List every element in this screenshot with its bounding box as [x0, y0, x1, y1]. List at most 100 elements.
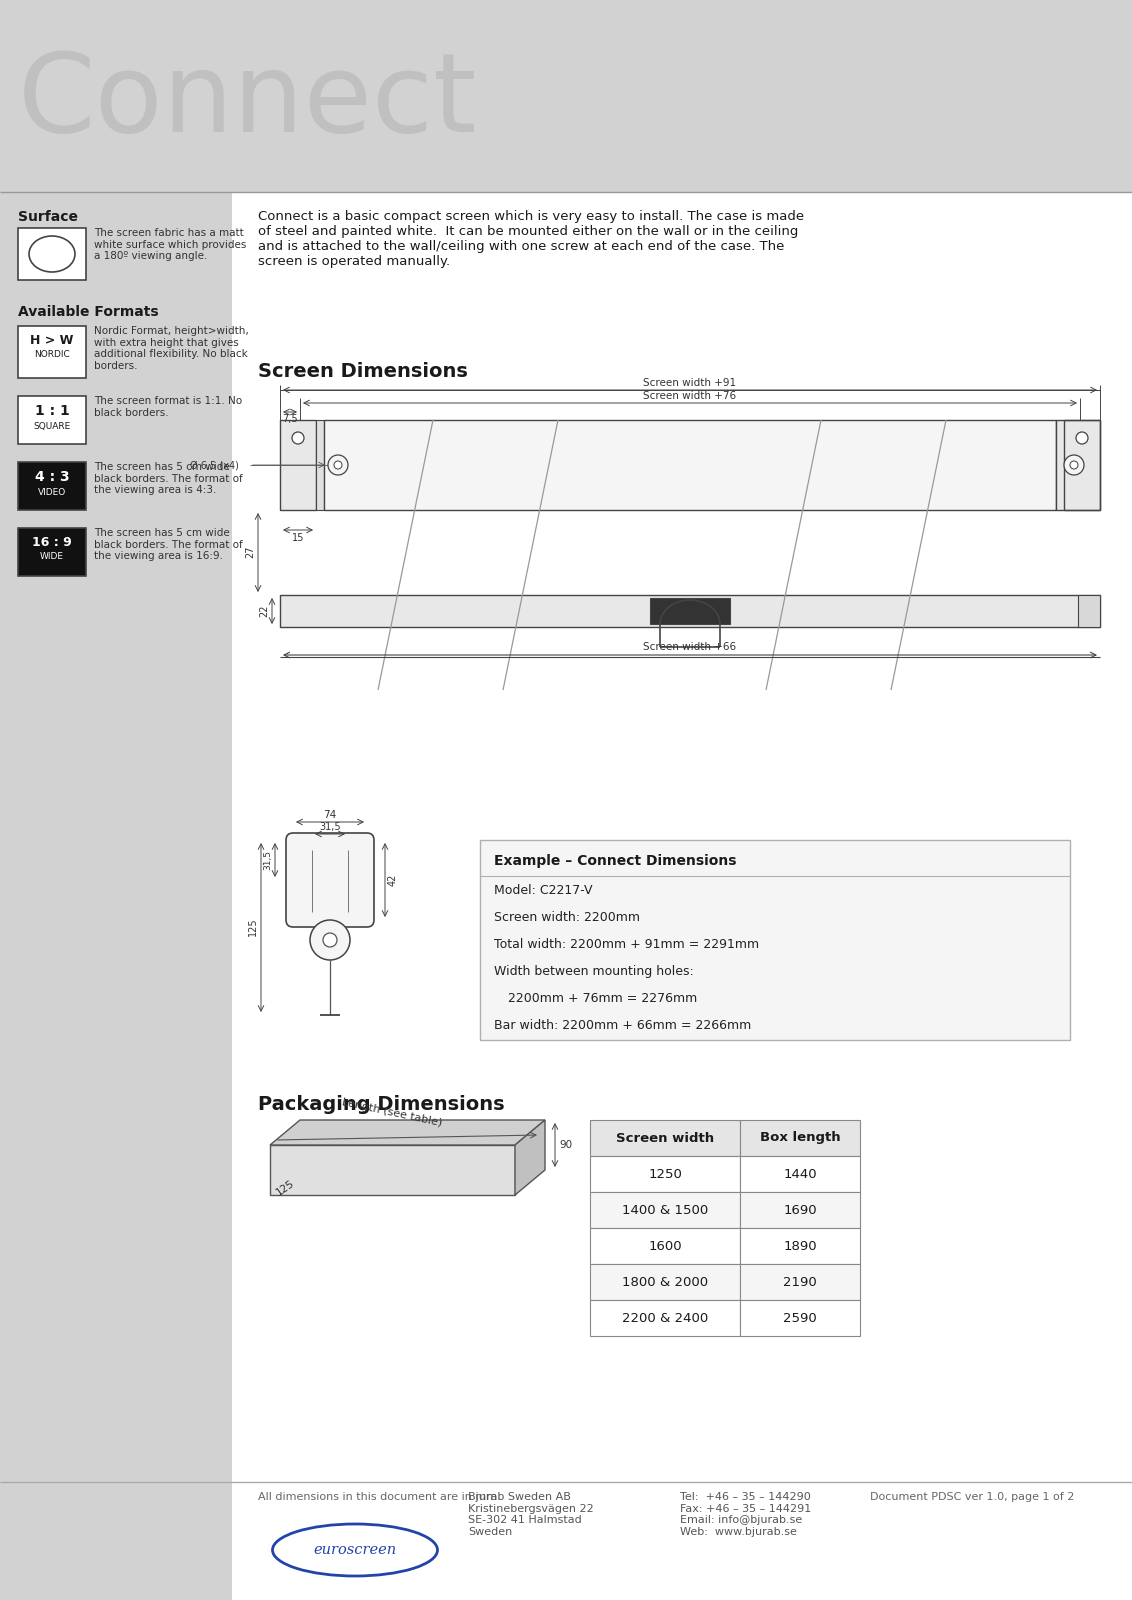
- Text: 2200mm + 76mm = 2276mm: 2200mm + 76mm = 2276mm: [508, 992, 697, 1005]
- Text: Available Formats: Available Formats: [18, 306, 158, 318]
- Bar: [18, 227, 86, 280]
- Text: Length (see table): Length (see table): [341, 1098, 443, 1128]
- Bar: [740, 1120, 860, 1155]
- Text: VIDEO: VIDEO: [37, 488, 66, 498]
- Bar: [18, 528, 86, 576]
- Circle shape: [292, 432, 305, 443]
- Text: Model: C2217-V: Model: C2217-V: [494, 883, 592, 898]
- Text: Screen width: 2200mm: Screen width: 2200mm: [494, 910, 640, 925]
- Bar: [1056, 419, 1100, 510]
- Text: 90: 90: [559, 1139, 572, 1150]
- Circle shape: [1070, 461, 1078, 469]
- Bar: [18, 326, 86, 378]
- Text: 1890: 1890: [783, 1240, 817, 1253]
- Text: SQUARE: SQUARE: [33, 422, 70, 430]
- Bar: [280, 419, 316, 510]
- Bar: [324, 419, 1056, 510]
- Bar: [0, 0, 1132, 192]
- Text: 27: 27: [245, 546, 255, 558]
- Text: Screen width +91: Screen width +91: [643, 378, 737, 387]
- Text: Nordic Format, height>width,
with extra height that gives
additional flexibility: Nordic Format, height>width, with extra …: [94, 326, 249, 371]
- Text: Screen width: Screen width: [616, 1131, 714, 1144]
- Text: NORDIC: NORDIC: [34, 350, 70, 358]
- Text: 7,5: 7,5: [282, 414, 298, 424]
- Bar: [740, 1155, 860, 1192]
- Text: Total width: 2200mm + 91mm = 2291mm: Total width: 2200mm + 91mm = 2291mm: [494, 938, 760, 950]
- Text: Packaging Dimensions: Packaging Dimensions: [258, 1094, 505, 1114]
- Bar: [740, 1229, 860, 1264]
- Circle shape: [328, 454, 348, 475]
- Bar: [590, 1299, 740, 1336]
- Circle shape: [1077, 432, 1088, 443]
- Text: The screen fabric has a matt
white surface which provides
a 180º viewing angle.: The screen fabric has a matt white surfa…: [94, 227, 247, 261]
- Text: 1800 & 2000: 1800 & 2000: [621, 1275, 708, 1288]
- Text: WIDE: WIDE: [40, 552, 65, 562]
- Bar: [480, 840, 1070, 1040]
- Circle shape: [1064, 454, 1084, 475]
- Bar: [1078, 595, 1100, 627]
- Text: H > W: H > W: [31, 334, 74, 347]
- Text: 31,5: 31,5: [319, 822, 341, 832]
- Circle shape: [334, 461, 342, 469]
- Text: 1250: 1250: [648, 1168, 681, 1181]
- Bar: [590, 1229, 740, 1264]
- Text: Tel:  +46 – 35 – 144290
Fax: +46 – 35 – 144291
Email: info@bjurab.se
Web:  www.b: Tel: +46 – 35 – 144290 Fax: +46 – 35 – 1…: [680, 1491, 812, 1536]
- Text: 2590: 2590: [783, 1312, 817, 1325]
- FancyBboxPatch shape: [286, 834, 374, 926]
- Bar: [18, 462, 86, 510]
- Text: 42: 42: [388, 874, 398, 886]
- Text: euroscreen: euroscreen: [314, 1542, 396, 1557]
- Circle shape: [310, 920, 350, 960]
- Text: 1600: 1600: [649, 1240, 681, 1253]
- Text: 15: 15: [292, 533, 305, 542]
- Bar: [316, 419, 324, 510]
- Text: Connect is a basic compact screen which is very easy to install. The case is mad: Connect is a basic compact screen which …: [258, 210, 804, 267]
- Bar: [740, 1192, 860, 1229]
- Text: 1 : 1: 1 : 1: [35, 403, 69, 418]
- Text: 2190: 2190: [783, 1275, 817, 1288]
- Text: Bjurab Sweden AB
Kristinebergsvägen 22
SE-302 41 Halmstad
Sweden: Bjurab Sweden AB Kristinebergsvägen 22 S…: [468, 1491, 594, 1536]
- Polygon shape: [515, 1120, 544, 1195]
- Text: 1400 & 1500: 1400 & 1500: [621, 1203, 709, 1216]
- Text: 4 : 3: 4 : 3: [35, 470, 69, 483]
- Text: 31,5: 31,5: [263, 850, 272, 870]
- Text: 125: 125: [274, 1178, 295, 1197]
- Bar: [280, 595, 1100, 627]
- Text: The screen has 5 cm wide
black borders. The format of
the viewing area is 4:3.: The screen has 5 cm wide black borders. …: [94, 462, 242, 496]
- Bar: [1064, 419, 1100, 510]
- Bar: [650, 598, 730, 624]
- Bar: [0, 0, 232, 1600]
- Polygon shape: [271, 1146, 515, 1195]
- Text: All dimensions in this document are in mm: All dimensions in this document are in m…: [258, 1491, 497, 1502]
- Text: 1440: 1440: [783, 1168, 817, 1181]
- Text: 1690: 1690: [783, 1203, 817, 1216]
- Text: Screen width +66: Screen width +66: [643, 642, 737, 653]
- Text: The screen has 5 cm wide
black borders. The format of
the viewing area is 16:9.: The screen has 5 cm wide black borders. …: [94, 528, 242, 562]
- Text: The screen format is 1:1. No
black borders.: The screen format is 1:1. No black borde…: [94, 395, 242, 418]
- Text: 16 : 9: 16 : 9: [32, 536, 71, 549]
- Text: Bar width: 2200mm + 66mm = 2266mm: Bar width: 2200mm + 66mm = 2266mm: [494, 1019, 752, 1032]
- Polygon shape: [271, 1120, 544, 1146]
- Bar: [590, 1155, 740, 1192]
- Text: Box length: Box length: [760, 1131, 840, 1144]
- Text: 2200 & 2400: 2200 & 2400: [621, 1312, 709, 1325]
- Text: Screen Dimensions: Screen Dimensions: [258, 362, 468, 381]
- Bar: [590, 1120, 740, 1155]
- Bar: [590, 1264, 740, 1299]
- Text: Example – Connect Dimensions: Example – Connect Dimensions: [494, 854, 737, 867]
- Bar: [18, 395, 86, 443]
- Text: 74: 74: [324, 810, 336, 819]
- Circle shape: [323, 933, 337, 947]
- Bar: [740, 1264, 860, 1299]
- Text: Document PDSC ver 1.0, page 1 of 2: Document PDSC ver 1.0, page 1 of 2: [871, 1491, 1074, 1502]
- Text: Surface: Surface: [18, 210, 78, 224]
- Text: Connect: Connect: [18, 48, 478, 155]
- Text: Width between mounting holes:: Width between mounting holes:: [494, 965, 694, 978]
- Bar: [590, 1192, 740, 1229]
- Bar: [321, 835, 338, 845]
- Bar: [740, 1299, 860, 1336]
- Text: Screen width +76: Screen width +76: [643, 390, 737, 402]
- Text: 22: 22: [259, 605, 269, 618]
- Text: Ø 6,5 (x4): Ø 6,5 (x4): [190, 461, 239, 470]
- Bar: [232, 192, 1132, 1600]
